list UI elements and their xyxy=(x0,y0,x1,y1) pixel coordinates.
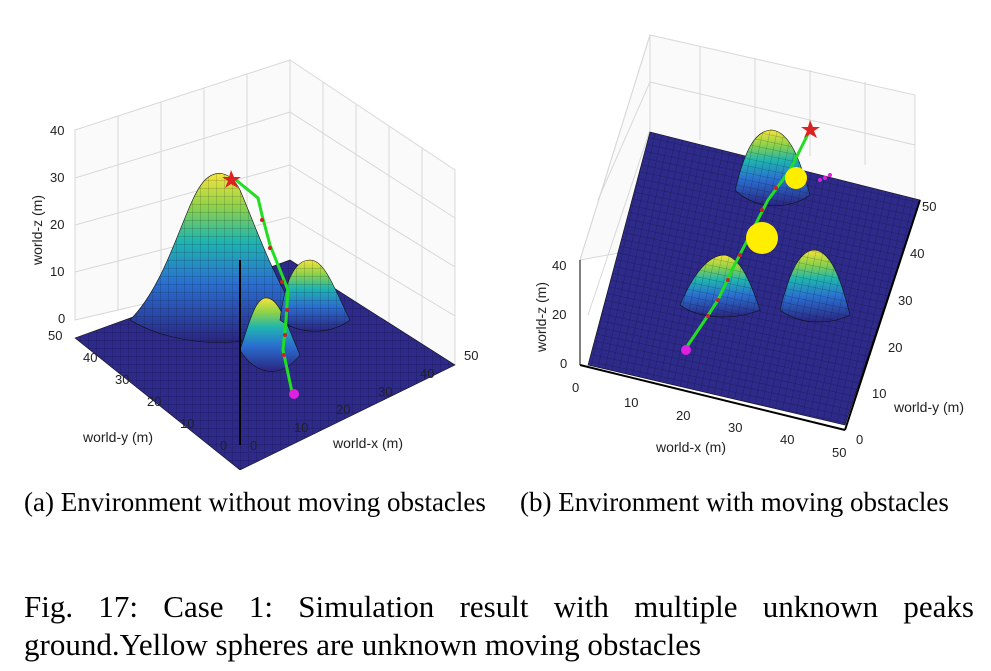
subcaption-b: (b) Environment with moving obstacles xyxy=(520,487,949,517)
x-ticks-a: 0 10 20 30 40 50 xyxy=(250,348,478,453)
plot-b: 40 20 0 world-z (m) 0 10 20 30 40 50 wor… xyxy=(533,34,964,460)
svg-text:40: 40 xyxy=(780,432,794,447)
svg-text:10: 10 xyxy=(50,264,64,279)
x-ticks-b: 0 10 20 30 40 50 xyxy=(572,380,846,460)
start-marker-a xyxy=(289,389,299,399)
svg-text:0: 0 xyxy=(856,432,863,447)
front-axis-y-b xyxy=(844,199,921,431)
svg-text:40: 40 xyxy=(552,258,566,273)
svg-text:0: 0 xyxy=(220,438,227,453)
y-ticks-b: 0 10 20 30 40 50 xyxy=(856,199,936,447)
svg-text:20: 20 xyxy=(147,394,161,409)
svg-text:0: 0 xyxy=(250,438,257,453)
svg-text:40: 40 xyxy=(910,246,924,261)
goal-marker-b xyxy=(801,120,820,138)
z-ticks-b: 40 20 0 xyxy=(552,258,567,371)
svg-text:50: 50 xyxy=(832,445,846,460)
svg-text:20: 20 xyxy=(50,217,64,232)
goal-marker-a xyxy=(222,170,241,188)
svg-text:20: 20 xyxy=(888,340,902,355)
svg-text:30: 30 xyxy=(115,372,129,387)
svg-text:10: 10 xyxy=(624,395,638,410)
ylabel-a: world-y (m) xyxy=(82,429,153,445)
svg-text:40: 40 xyxy=(83,350,97,365)
svg-text:0: 0 xyxy=(560,356,567,371)
start-marker-b xyxy=(681,345,691,355)
moving-obstacle-2 xyxy=(746,222,778,254)
svg-text:50: 50 xyxy=(922,199,936,214)
figure-b: 40 20 0 world-z (m) 0 10 20 30 40 50 wor… xyxy=(500,20,991,470)
svg-text:40: 40 xyxy=(420,366,434,381)
xlabel-a: world-x (m) xyxy=(332,435,403,451)
figure-a: 40 30 20 10 0 world-z (m) 50 40 30 20 10… xyxy=(0,20,500,471)
svg-text:0: 0 xyxy=(58,311,65,326)
figure-caption: Fig. 17: Case 1: Simulation result with … xyxy=(24,589,974,662)
z-ticks-a: 40 30 20 10 0 xyxy=(50,123,65,326)
zlabel-b: world-z (m) xyxy=(533,282,549,353)
svg-text:10: 10 xyxy=(872,386,886,401)
y-ticks-a: 50 40 30 20 10 0 xyxy=(48,328,227,453)
subcaption-a: (a) Environment without moving obstacles xyxy=(24,487,486,517)
svg-text:0: 0 xyxy=(572,380,579,395)
svg-text:20: 20 xyxy=(336,402,350,417)
svg-text:30: 30 xyxy=(378,384,392,399)
svg-text:40: 40 xyxy=(50,123,64,138)
svg-text:10: 10 xyxy=(294,420,308,435)
xlabel-b: world-x (m) xyxy=(655,439,726,455)
ylabel-b: world-y (m) xyxy=(893,399,964,415)
plot-a: 40 30 20 10 0 world-z (m) 50 40 30 20 10… xyxy=(29,59,478,471)
moving-obstacle-1 xyxy=(785,167,807,189)
svg-text:30: 30 xyxy=(50,170,64,185)
terrain-surface-a xyxy=(74,173,456,471)
svg-text:20: 20 xyxy=(676,408,690,423)
svg-text:50: 50 xyxy=(464,348,478,363)
svg-text:50: 50 xyxy=(48,328,62,343)
svg-text:20: 20 xyxy=(552,307,566,322)
front-axis-x-b xyxy=(579,364,846,431)
svg-text:10: 10 xyxy=(180,416,194,431)
svg-text:30: 30 xyxy=(898,293,912,308)
flight-path-a xyxy=(222,170,299,399)
svg-text:30: 30 xyxy=(728,420,742,435)
zlabel-a: world-z (m) xyxy=(29,195,45,266)
terrain-surface-b xyxy=(587,129,921,426)
